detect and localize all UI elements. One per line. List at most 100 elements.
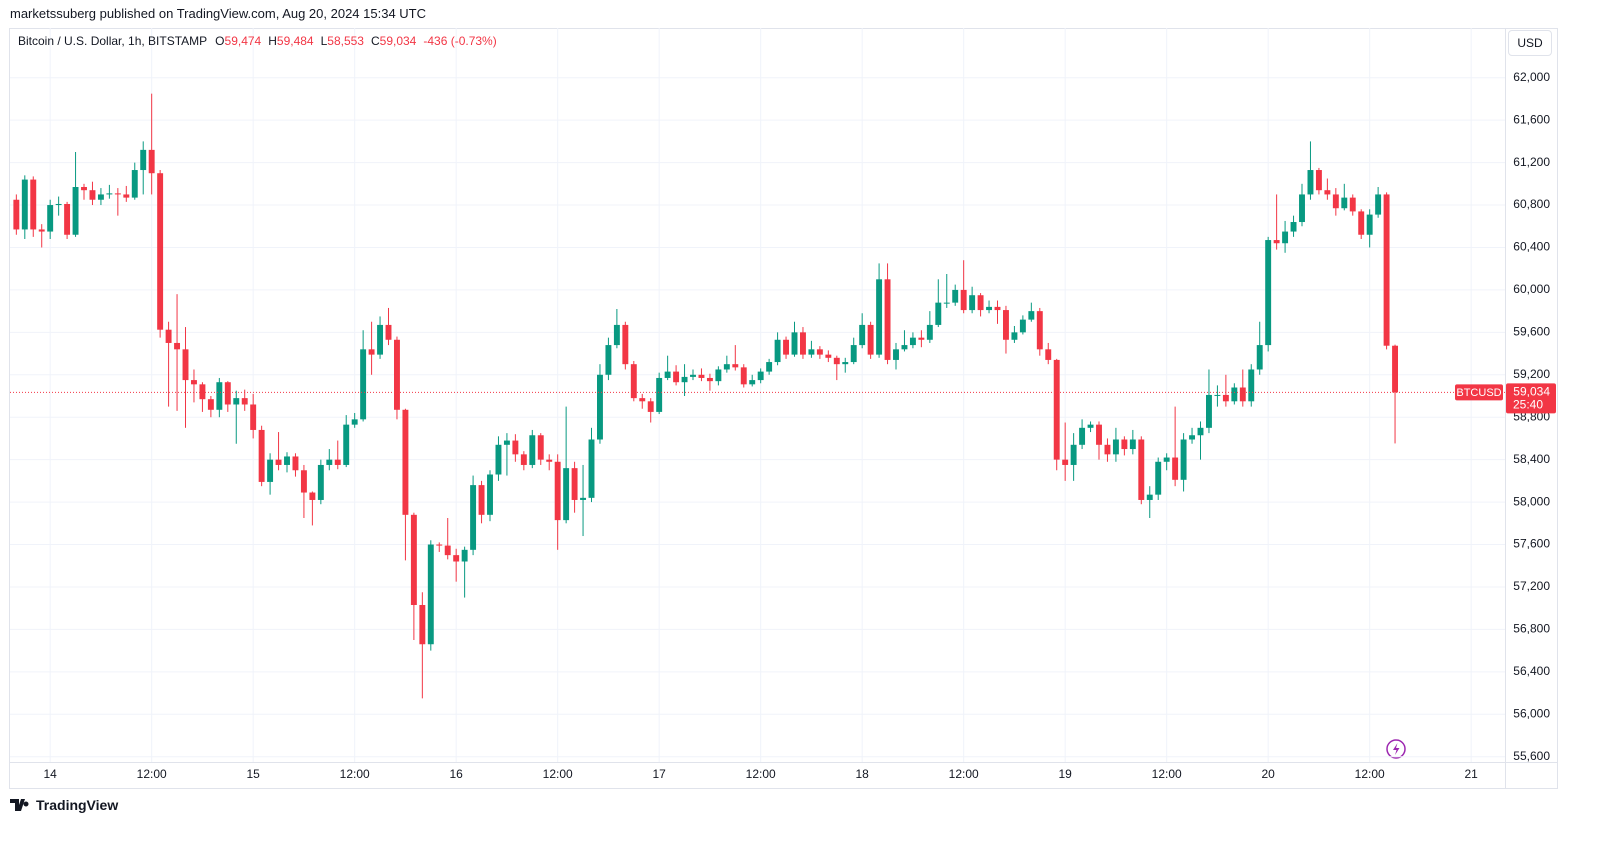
candle-body: [461, 549, 468, 562]
candle-body: [656, 377, 663, 412]
y-tick-label: 59,200: [1513, 367, 1550, 381]
candle-body: [571, 468, 578, 500]
candle-body: [368, 349, 375, 355]
publish-note: marketssuberg published on TradingView.c…: [10, 6, 427, 21]
candle-body: [419, 604, 426, 645]
candle-body: [1172, 457, 1179, 480]
candle-body: [1180, 439, 1187, 480]
candle-body: [698, 374, 705, 378]
candle-body: [30, 179, 37, 230]
candle-body: [537, 435, 544, 460]
candle-body: [377, 324, 384, 355]
candle-body: [529, 435, 536, 465]
candle-body: [182, 349, 189, 381]
candle-body: [275, 459, 282, 465]
candle-body: [918, 337, 925, 340]
candle-body: [816, 349, 823, 355]
brand: TradingView: [10, 797, 118, 813]
candle-body: [639, 398, 646, 402]
candle-body: [867, 324, 874, 355]
candle-body: [690, 374, 696, 377]
candle-body: [749, 380, 756, 385]
y-tick-label: 56,400: [1513, 664, 1550, 678]
x-tick-label: 12:00: [746, 767, 776, 781]
x-tick-label: 12:00: [949, 767, 979, 781]
candle-body: [605, 345, 612, 375]
price-tag-bg: [1506, 383, 1556, 414]
candle-body: [520, 454, 527, 465]
event-icon[interactable]: [1386, 739, 1406, 759]
candle-body: [613, 324, 620, 346]
candle-body: [216, 382, 223, 410]
candle-body: [1053, 359, 1060, 460]
candle-body: [1231, 387, 1238, 402]
candle-body: [207, 399, 214, 410]
candle-body: [1290, 222, 1297, 232]
candle-body: [1332, 194, 1339, 209]
candle-body: [1163, 457, 1170, 462]
candle-body: [960, 289, 967, 311]
candle-body: [546, 459, 553, 462]
candle-body: [622, 324, 629, 365]
candle-body: [1307, 170, 1314, 195]
candle-body: [1383, 194, 1390, 346]
candle-body: [893, 349, 899, 360]
candle-body: [284, 456, 290, 465]
candle-body: [360, 349, 367, 420]
candle-body: [470, 485, 477, 550]
candle-body: [597, 374, 603, 440]
candle-body: [757, 371, 764, 381]
candle-body: [1256, 345, 1263, 370]
candle-body: [986, 306, 993, 311]
candle-body: [97, 194, 104, 200]
symbol-legend: Bitcoin / U.S. Dollar, 1h, BITSTAMP O59,…: [18, 34, 500, 48]
candle-body: [774, 339, 781, 363]
candle-body: [148, 149, 155, 174]
ohlc-key: C: [370, 34, 380, 48]
candle-body: [1197, 427, 1204, 436]
candle-body: [436, 544, 443, 546]
y-tick-label: 60,400: [1513, 240, 1550, 254]
candle-body: [1062, 459, 1069, 465]
event-icon-bolt: [1393, 743, 1400, 755]
candle-body: [241, 398, 248, 405]
chart-frame: [9, 28, 1558, 789]
candle-body: [38, 229, 45, 232]
candle-body: [444, 545, 451, 556]
candle-body: [123, 194, 130, 198]
candle-body: [1222, 394, 1229, 402]
x-tick-label: 18: [855, 767, 869, 781]
candle-body: [250, 404, 257, 430]
y-tick-label: 57,200: [1513, 579, 1550, 593]
candle-body: [199, 384, 206, 400]
candle-body: [1104, 444, 1111, 455]
candle-body: [114, 193, 121, 195]
candle-body: [791, 332, 798, 355]
candle-body: [850, 345, 857, 363]
candle-body: [732, 364, 739, 368]
change: -436 (-0.73%): [423, 34, 497, 48]
candle-body: [191, 380, 197, 385]
x-tick-label: 16: [449, 767, 463, 781]
y-tick-label: 57,600: [1513, 537, 1550, 551]
candle-body: [1392, 345, 1399, 393]
candle-body: [47, 205, 54, 232]
currency-button[interactable]: USD: [1508, 30, 1552, 56]
symbol-tag-bg: [1455, 384, 1503, 401]
candle-body: [1087, 424, 1094, 428]
candle-body: [1273, 240, 1280, 244]
brand-name: TradingView: [36, 797, 119, 813]
candle-body: [706, 377, 713, 382]
candle-body: [1358, 211, 1365, 235]
candle-body: [503, 440, 510, 445]
candle-body: [580, 497, 587, 500]
candle-body: [1121, 439, 1128, 450]
candle-body: [157, 173, 164, 330]
candle-body: [410, 514, 417, 605]
y-tick-label: 59,600: [1513, 325, 1550, 339]
candle-body: [495, 444, 502, 475]
y-tick-label: 58,400: [1513, 452, 1550, 466]
candle-body: [478, 485, 485, 515]
candle-body: [394, 339, 400, 410]
ohlc-item: L58,553: [321, 34, 367, 48]
